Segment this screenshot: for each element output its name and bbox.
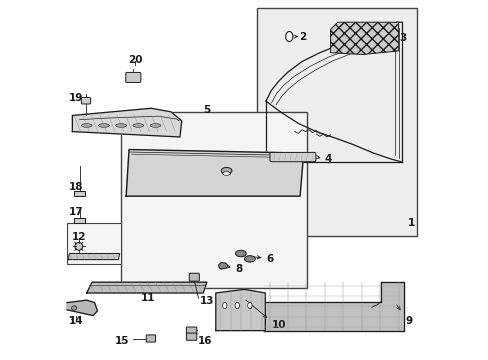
Polygon shape (67, 300, 97, 316)
Text: 12: 12 (72, 232, 86, 242)
Text: 2: 2 (299, 32, 306, 41)
Polygon shape (86, 282, 206, 293)
Ellipse shape (247, 302, 251, 309)
Text: 11: 11 (140, 293, 155, 303)
Polygon shape (126, 149, 303, 196)
Ellipse shape (285, 32, 292, 41)
Polygon shape (68, 253, 120, 260)
FancyBboxPatch shape (74, 191, 85, 196)
Polygon shape (218, 262, 227, 269)
Text: 5: 5 (203, 105, 210, 115)
Text: 19: 19 (69, 93, 83, 103)
Text: 13: 13 (199, 296, 214, 306)
Text: 10: 10 (271, 320, 285, 330)
Ellipse shape (244, 256, 255, 262)
Text: 6: 6 (265, 254, 273, 264)
Circle shape (75, 242, 82, 250)
Ellipse shape (116, 124, 126, 127)
Ellipse shape (150, 124, 161, 127)
Text: 17: 17 (69, 207, 83, 217)
Text: 3: 3 (399, 33, 406, 43)
FancyBboxPatch shape (269, 152, 315, 162)
Ellipse shape (222, 302, 226, 309)
Ellipse shape (222, 172, 230, 175)
Ellipse shape (133, 124, 143, 127)
Bar (257, 8, 416, 235)
FancyBboxPatch shape (125, 72, 141, 82)
Text: 9: 9 (405, 316, 411, 325)
Bar (67, 223, 121, 264)
Text: 1: 1 (407, 218, 414, 228)
Ellipse shape (221, 167, 231, 174)
Text: 4: 4 (324, 154, 331, 164)
Bar (121, 112, 306, 288)
Ellipse shape (71, 306, 77, 310)
FancyBboxPatch shape (186, 327, 196, 334)
Text: 20: 20 (128, 55, 142, 65)
Text: 15: 15 (114, 336, 129, 346)
Text: 16: 16 (198, 336, 212, 346)
FancyBboxPatch shape (81, 98, 90, 104)
Ellipse shape (99, 124, 109, 127)
Text: 7: 7 (260, 179, 267, 189)
Polygon shape (72, 108, 182, 137)
Polygon shape (215, 289, 265, 330)
Text: 18: 18 (69, 182, 83, 192)
Text: 14: 14 (69, 316, 83, 325)
Polygon shape (264, 282, 403, 330)
Polygon shape (330, 22, 398, 54)
FancyBboxPatch shape (74, 218, 85, 223)
Ellipse shape (235, 302, 239, 309)
FancyBboxPatch shape (189, 273, 199, 281)
FancyBboxPatch shape (146, 335, 155, 342)
FancyBboxPatch shape (186, 333, 196, 340)
Ellipse shape (235, 250, 246, 257)
Text: 8: 8 (235, 264, 242, 274)
Ellipse shape (81, 124, 92, 127)
